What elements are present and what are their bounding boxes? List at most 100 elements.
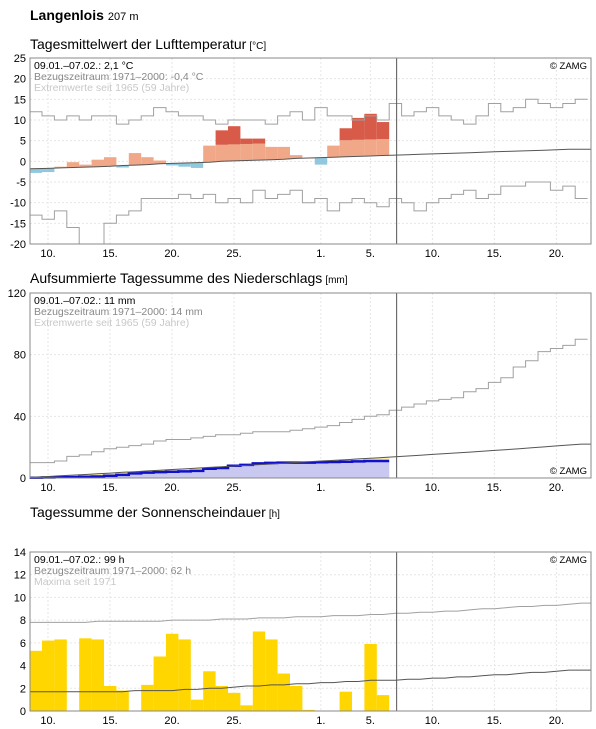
sunshine-title: Tagessumme der Sonnenscheindauer [h] bbox=[30, 504, 280, 520]
temperature-bar bbox=[339, 140, 352, 157]
sunshine-bar bbox=[215, 686, 228, 711]
temperature-bar-cold bbox=[166, 163, 179, 166]
sunshine-xtick-label: 25. bbox=[226, 715, 241, 727]
temperature-xtick-label: 20. bbox=[164, 248, 179, 260]
precipitation-ytick-label: 40 bbox=[14, 411, 26, 423]
precipitation-line bbox=[29, 459, 390, 479]
temperature-extreme-max-line bbox=[29, 98, 588, 125]
sunshine-ytick-label: 0 bbox=[20, 706, 26, 718]
temperature-bar-strong bbox=[376, 122, 390, 140]
sunshine-bar bbox=[153, 656, 166, 711]
temperature-bar bbox=[240, 143, 253, 161]
sunshine-bar bbox=[277, 673, 290, 711]
station-name: Langenlois bbox=[30, 7, 104, 23]
temperature-bar-strong bbox=[240, 138, 253, 144]
sunshine-summary-text: 09.01.–07.02.: 99 h bbox=[34, 554, 125, 566]
precipitation-xtick-label: 15. bbox=[487, 482, 502, 494]
temperature-bar bbox=[364, 139, 377, 156]
precipitation-title: Aufsummierte Tagessumme des Niederschlag… bbox=[30, 270, 348, 286]
precipitation-reference-line bbox=[29, 443, 591, 478]
sunshine-bar bbox=[364, 643, 377, 711]
temperature-bar bbox=[327, 145, 340, 158]
sunshine-reference-line bbox=[30, 669, 591, 693]
temperature-xtick-label: 15. bbox=[487, 248, 502, 260]
temperature-bar bbox=[91, 159, 104, 167]
sunshine-xtick-label: 20. bbox=[164, 715, 179, 727]
sunshine-bar bbox=[54, 639, 67, 711]
temperature-ytick-label: -5 bbox=[16, 177, 26, 189]
temperature-bar bbox=[215, 144, 228, 162]
temperature-reference-text: Bezugszeitraum 1971–2000: -0,4 °C bbox=[34, 71, 204, 83]
sunshine-extreme-text: Maxima seit 1971 bbox=[34, 576, 116, 588]
sunshine-bar bbox=[91, 639, 104, 711]
sunshine-bar bbox=[265, 639, 278, 711]
sunshine-xtick-label: 1. bbox=[316, 715, 325, 727]
station-header: Langenlois 207 m bbox=[30, 7, 138, 23]
temperature-ytick-label: -15 bbox=[10, 218, 26, 230]
temperature-bar bbox=[252, 143, 266, 161]
precipitation-extreme-text: Extremwerte seit 1965 (59 Jahre) bbox=[34, 317, 189, 329]
temperature-unit: [°C] bbox=[249, 41, 267, 52]
sunshine-xtick-label: 20. bbox=[549, 715, 564, 727]
precipitation-ytick-label: 120 bbox=[8, 288, 26, 300]
precipitation-plot-frame bbox=[29, 292, 592, 479]
temperature-bar bbox=[277, 146, 290, 160]
temperature-xtick-label: 10. bbox=[425, 248, 440, 260]
sunshine-ytick-label: 4 bbox=[20, 661, 26, 673]
temperature-copyright: © ZAMG bbox=[550, 61, 587, 72]
sunshine-bar bbox=[116, 690, 129, 711]
temperature-bar bbox=[203, 145, 216, 163]
sunshine-bar bbox=[302, 709, 315, 711]
precipitation-xtick-label: 10. bbox=[425, 482, 440, 494]
sunshine-xtick-label: 15. bbox=[102, 715, 117, 727]
temperature-ytick-label: 20 bbox=[14, 74, 26, 86]
temperature-bar-strong bbox=[352, 117, 365, 140]
temperature-bar bbox=[54, 166, 67, 168]
temperature-xtick-label: 5. bbox=[366, 248, 375, 260]
temperature-plot-frame bbox=[29, 57, 592, 245]
station-altitude: 207 m bbox=[107, 11, 139, 23]
sunshine-ytick-label: 8 bbox=[20, 615, 26, 627]
temperature-xtick-label: 15. bbox=[102, 248, 117, 260]
temperature-bar bbox=[290, 155, 303, 159]
sunshine-bar bbox=[339, 691, 352, 711]
temperature-bar-cold bbox=[116, 165, 129, 168]
temperature-xtick-label: 10. bbox=[40, 248, 55, 260]
sunshine-xtick-label: 5. bbox=[366, 715, 375, 727]
sunshine-bar bbox=[42, 640, 55, 711]
sunshine-bar bbox=[190, 699, 204, 711]
precipitation-xtick-label: 10. bbox=[40, 482, 55, 494]
sunshine-unit: [h] bbox=[268, 509, 280, 520]
temperature-title-text: Tagesmittelwert der Lufttemperatur bbox=[30, 36, 247, 52]
temperature-extreme-min-line bbox=[29, 181, 588, 245]
sunshine-bar bbox=[376, 695, 390, 711]
sunshine-plot-frame bbox=[29, 551, 592, 712]
temperature-bar-strong bbox=[228, 126, 241, 145]
sunshine-bar bbox=[29, 650, 42, 711]
sunshine-copyright: © ZAMG bbox=[550, 555, 587, 566]
sunshine-bar bbox=[79, 638, 92, 711]
sunshine-reference-text: Bezugszeitraum 1971–2000: 62 h bbox=[34, 565, 191, 577]
temperature-bar-strong bbox=[364, 113, 377, 140]
precipitation-extreme-max-line bbox=[29, 338, 588, 464]
sunshine-ytick-label: 6 bbox=[20, 638, 26, 650]
temperature-bar bbox=[352, 139, 365, 157]
temperature-extreme-text: Extremwerte seit 1965 (59 Jahre) bbox=[34, 82, 189, 94]
temperature-ytick-label: -20 bbox=[10, 239, 26, 251]
sunshine-xtick-label: 10. bbox=[425, 715, 440, 727]
sunshine-bar bbox=[104, 686, 117, 711]
sunshine-bar bbox=[141, 684, 154, 711]
sunshine-bar bbox=[240, 705, 253, 711]
precipitation-xtick-label: 1. bbox=[316, 482, 325, 494]
sunshine-bar bbox=[252, 631, 266, 711]
temperature-ytick-label: -10 bbox=[10, 198, 26, 210]
temperature-bar-strong bbox=[215, 130, 228, 145]
temperature-bar-strong bbox=[339, 128, 352, 141]
sunshine-ytick-label: 14 bbox=[14, 547, 26, 559]
precipitation-ytick-label: 0 bbox=[20, 473, 26, 485]
temperature-ytick-label: 0 bbox=[20, 156, 26, 168]
sunshine-title-text: Tagessumme der Sonnenscheindauer bbox=[30, 504, 266, 520]
sunshine-bar bbox=[228, 692, 241, 711]
